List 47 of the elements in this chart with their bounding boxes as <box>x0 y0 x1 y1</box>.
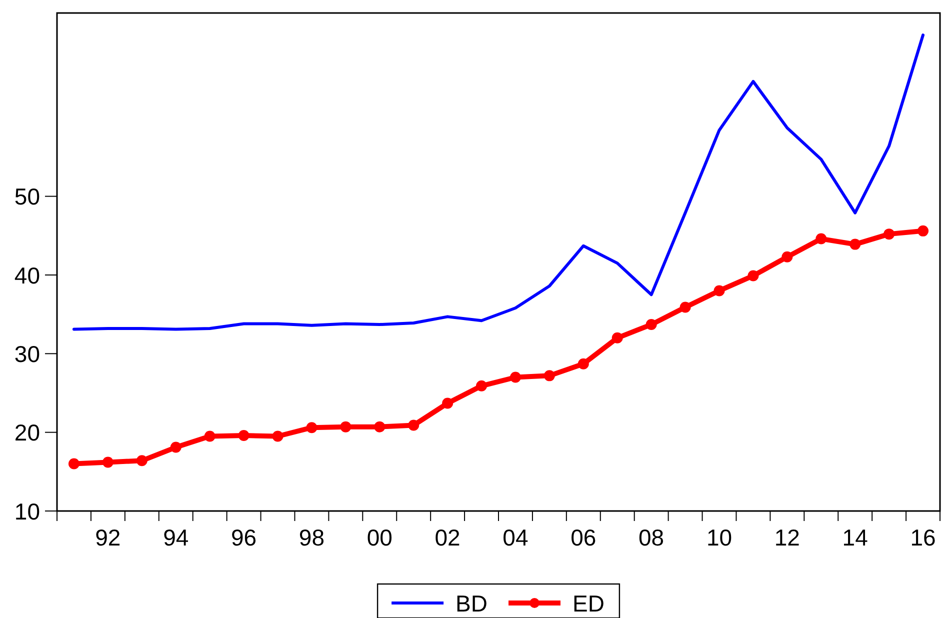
y-tick-label: 30 <box>14 340 40 367</box>
x-tick-label: 98 <box>298 524 325 550</box>
y-tick-label: 40 <box>14 262 40 288</box>
x-tick-label: 12 <box>774 524 800 550</box>
point <box>680 302 691 313</box>
point <box>170 442 182 453</box>
point <box>646 319 657 330</box>
point <box>578 358 589 370</box>
point <box>442 398 454 409</box>
x-tick-label: 92 <box>95 524 121 550</box>
point <box>340 421 352 432</box>
point <box>748 270 759 282</box>
legend-label: ED <box>572 590 604 616</box>
point <box>272 430 284 442</box>
y-tick-label: 10 <box>14 498 40 524</box>
point <box>816 233 827 244</box>
x-tick-label: 06 <box>570 524 596 550</box>
x-tick-label: 96 <box>230 524 257 550</box>
point <box>612 332 623 344</box>
x-tick-label: 04 <box>502 524 528 550</box>
point <box>714 285 725 296</box>
x-tick-label: 08 <box>638 524 664 550</box>
point <box>476 380 488 392</box>
point <box>884 228 895 240</box>
y-tick-label: 50 <box>14 184 40 210</box>
point <box>544 370 555 382</box>
x-tick-label: 94 <box>163 524 189 550</box>
x-tick-label: 00 <box>366 524 392 550</box>
x-tick-label: 14 <box>842 524 868 550</box>
point <box>510 372 521 383</box>
point <box>782 251 793 262</box>
point <box>102 456 114 468</box>
legend-label: BD <box>456 590 488 616</box>
y-tick-label: 20 <box>14 420 40 446</box>
point <box>850 238 861 250</box>
line-series <box>72 34 925 331</box>
x-tick-label: 02 <box>434 524 460 550</box>
point <box>374 421 386 432</box>
point <box>306 422 318 434</box>
point <box>136 455 148 466</box>
x-tick-label: 10 <box>706 524 732 550</box>
x-tick-label: 16 <box>910 524 936 550</box>
point <box>408 420 420 431</box>
point <box>918 225 929 236</box>
point <box>68 458 80 470</box>
point <box>204 430 216 442</box>
point <box>238 430 250 441</box>
